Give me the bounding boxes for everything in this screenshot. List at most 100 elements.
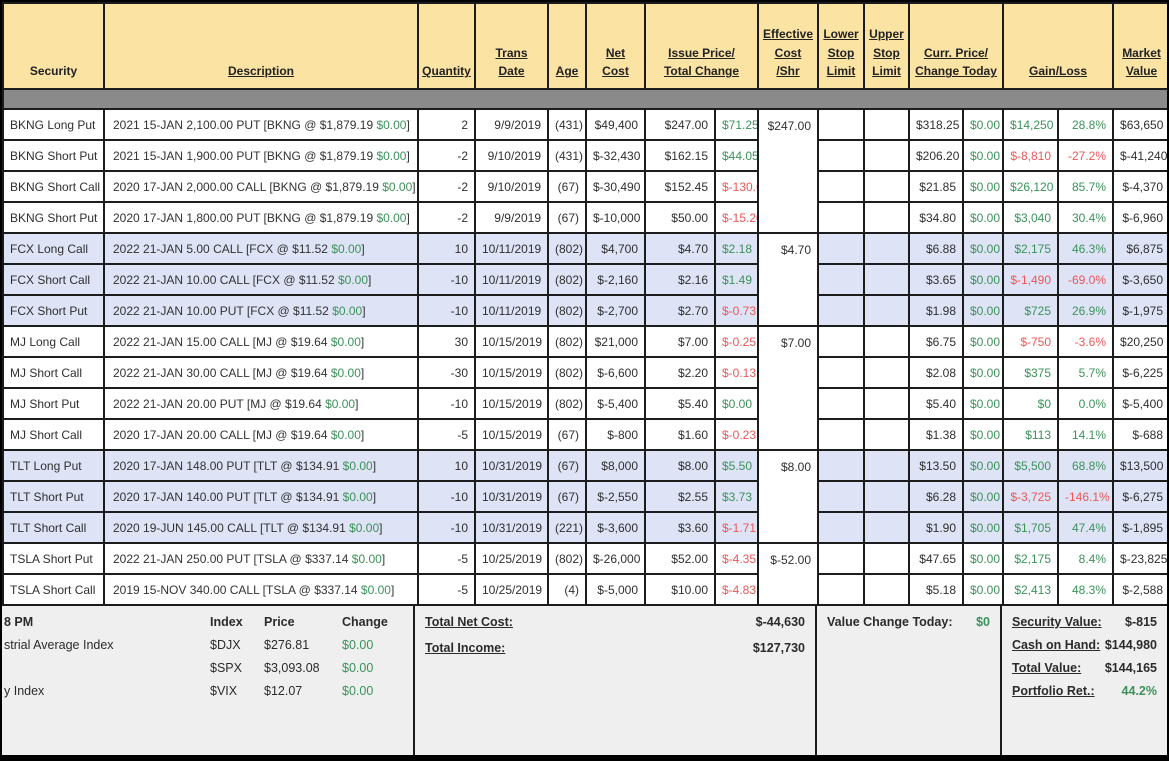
market-value-cell: $-1,895 — [1112, 511, 1167, 544]
net-cost-cell: $-2,160 — [585, 263, 646, 296]
description-change: $0.00 — [330, 365, 361, 380]
net-cost-cell: $-2,550 — [585, 480, 646, 513]
total-income-label: Total Income: — [425, 641, 506, 655]
curr-price-cell: $34.80 — [908, 201, 964, 234]
gain-cell: $-3,725 — [1002, 480, 1060, 513]
column-header-description[interactable]: Description — [103, 2, 419, 90]
net-cost-cell: $-30,490 — [585, 170, 646, 203]
table-row: MJ Short Put 2022 21-JAN 20.00 PUT [MJ @ … — [2, 387, 1167, 420]
portfolio-return-value: 44.2% — [1121, 684, 1157, 698]
change-today-cell: $0.00 — [961, 418, 1005, 451]
gain-pct-cell: -146.1% — [1057, 480, 1115, 513]
market-value-cell: $-6,960 — [1112, 201, 1167, 234]
description-change: $0.00 — [376, 148, 407, 163]
total-income-value: $127,730 — [752, 641, 805, 655]
age-cell: (221) — [547, 511, 587, 544]
portfolio-return-label: Portfolio Ret.: — [1012, 684, 1095, 698]
change-today-cell: $0.00 — [961, 108, 1005, 141]
age-cell: (67) — [547, 201, 587, 234]
gain-cell: $5,500 — [1002, 449, 1060, 482]
market-indices-panel: 08 PM Index Price Change strial Average … — [2, 606, 415, 755]
issue-price-cell: $2.70 — [644, 294, 716, 327]
effective-cost-cell: $8.00 — [757, 449, 819, 544]
table-row: MJ Long Call 2022 21-JAN 15.00 CALL [MJ @… — [2, 325, 1167, 451]
upper-stop-cell — [863, 480, 910, 513]
column-header-market-value[interactable]: Market Value — [1112, 2, 1167, 90]
total-value: $144,165 — [1104, 661, 1157, 675]
market-value-cell: $-6,275 — [1112, 480, 1167, 513]
quantity-cell: -10 — [417, 387, 476, 420]
description-change: $0.00 — [382, 179, 413, 194]
column-header-age[interactable]: Age — [547, 2, 587, 90]
market-value-cell: $-6,225 — [1112, 356, 1167, 389]
gain-pct-cell: 28.8% — [1057, 108, 1115, 141]
security-cell: MJ Short Call — [2, 356, 105, 389]
column-header-upper-stop-limit[interactable]: Upper Stop Limit — [863, 2, 910, 90]
change-today-cell: $0.00 — [961, 325, 1005, 358]
net-cost-cell: $21,000 — [585, 325, 646, 358]
age-cell: (802) — [547, 387, 587, 420]
trans-date-cell: 10/15/2019 — [474, 325, 549, 358]
security-cell: TSLA Short Call — [2, 573, 105, 606]
quantity-cell: 2 — [417, 108, 476, 141]
quantity-cell: 10 — [417, 232, 476, 265]
upper-stop-cell — [863, 263, 910, 296]
positions-body: BKNG Long Put 2021 15-JAN 2,100.00 PUT [B… — [2, 88, 1167, 606]
table-row: BKNG Short Put 2020 17-JAN 1,800.00 PUT [… — [2, 201, 1167, 234]
gain-pct-cell: -3.6% — [1057, 325, 1115, 358]
security-cell: BKNG Long Put — [2, 108, 105, 141]
net-cost-cell: $-5,400 — [585, 387, 646, 420]
index-price: $12.07 — [264, 684, 303, 698]
column-header-quantity[interactable]: Quantity — [417, 2, 476, 90]
gain-pct-cell: 26.9% — [1057, 294, 1115, 327]
net-cost-cell: $-800 — [585, 418, 646, 451]
column-header-issue-price-total-change[interactable]: Issue Price/Total Change — [644, 2, 759, 90]
issue-price-cell: $5.40 — [644, 387, 716, 420]
gain-cell: $375 — [1002, 356, 1060, 389]
trans-date-cell: 10/25/2019 — [474, 573, 549, 606]
market-value-cell: $-5,400 — [1112, 387, 1167, 420]
age-cell: (67) — [547, 170, 587, 203]
column-header-trans-date[interactable]: Trans Date — [474, 2, 549, 90]
quantity-cell: 30 — [417, 325, 476, 358]
total-change-cell: $3.73 — [714, 480, 759, 513]
column-header-curr-price-change-today[interactable]: Curr. Price/Change Today — [907, 2, 1005, 90]
security-cell: MJ Long Call — [2, 325, 105, 358]
change-col-header: Change — [342, 615, 388, 629]
lower-stop-cell — [817, 232, 865, 265]
market-value-cell: $6,875 — [1112, 232, 1167, 265]
column-header-net-cost[interactable]: Net Cost — [585, 2, 646, 90]
gain-cell: $113 — [1002, 418, 1060, 451]
quantity-cell: -10 — [417, 263, 476, 296]
value-change-today-label: Value Change Today: — [827, 615, 953, 629]
description-cell: 2020 17-JAN 140.00 PUT [TLT @ $134.91 $0… — [103, 480, 419, 513]
security-cell: TLT Short Call — [2, 511, 105, 544]
change-today-cell: $0.00 — [961, 294, 1005, 327]
account-summary-panel: Security Value: $-815 Cash on Hand: $144… — [1002, 606, 1167, 755]
net-cost-cell: $49,400 — [585, 108, 646, 141]
lower-stop-cell — [817, 480, 865, 513]
gain-cell: $2,413 — [1002, 573, 1060, 606]
gain-pct-cell: 8.4% — [1057, 542, 1115, 575]
change-today-cell: $0.00 — [961, 139, 1005, 172]
total-change-cell: $-15.20 — [714, 201, 759, 234]
index-price: $3,093.08 — [264, 661, 320, 675]
age-cell: (802) — [547, 356, 587, 389]
description-cell: 2022 21-JAN 5.00 CALL [FCX @ $11.52 $0.0… — [103, 232, 419, 265]
gain-pct-cell: 47.4% — [1057, 511, 1115, 544]
column-header-lower-stop-limit[interactable]: Lower Stop Limit — [817, 2, 865, 90]
column-header-effective-cost[interactable]: Effective Cost/Shr — [757, 2, 819, 90]
security-value: $-815 — [1125, 615, 1157, 629]
net-cost-cell: $8,000 — [585, 449, 646, 482]
column-header-gain-loss[interactable]: Gain/Loss — [1002, 2, 1115, 90]
net-cost-cell: $-5,000 — [585, 573, 646, 606]
trans-date-cell: 10/31/2019 — [474, 449, 549, 482]
gain-pct-cell: 48.3% — [1057, 573, 1115, 606]
table-row: FCX Short Put 2022 21-JAN 10.00 PUT [FCX … — [2, 294, 1167, 327]
description-change: $0.00 — [349, 520, 380, 535]
quantity-cell: -2 — [417, 201, 476, 234]
total-change-cell: $1.49 — [714, 263, 759, 296]
quantity-cell: -10 — [417, 294, 476, 327]
curr-price-cell: $5.40 — [908, 387, 964, 420]
curr-price-cell: $6.88 — [908, 232, 964, 265]
